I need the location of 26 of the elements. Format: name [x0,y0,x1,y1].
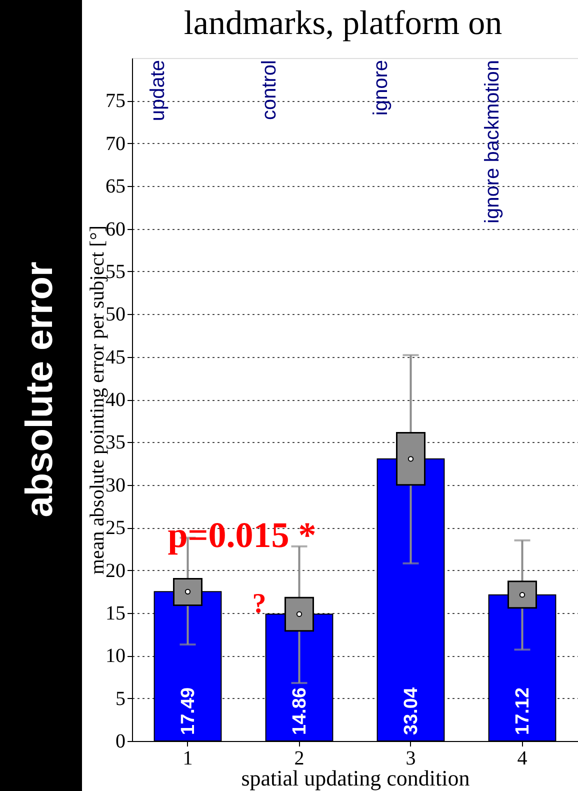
x-tick-label: 1 [182,748,193,770]
data-label: 17.12 [512,687,534,735]
y-tick-label: 25 [106,517,126,540]
data-label: 14.86 [289,687,310,735]
y-tick-label: 20 [106,560,126,582]
y-tick-label: 10 [106,645,126,668]
y-tick-label: 65 [106,176,126,198]
y-tick-label: 5 [116,688,126,710]
y-tick-label: 30 [106,474,126,496]
annotation: update [146,60,169,122]
y-tick-label: 15 [106,602,126,624]
y-tick-label: 75 [106,90,126,112]
y-tick-label: 50 [106,304,126,326]
data-label: 17.49 [178,687,199,735]
annotation: ignore backmotion [481,60,504,224]
y-tick-label: 0 [116,730,126,752]
text: absolute error [19,262,61,518]
chart-title: landmarks, platform on [184,5,502,42]
annotation: ? [252,588,266,620]
y-tick-label: 60 [106,218,126,240]
annotation: control [258,60,280,120]
annotation: p=0.015 * [168,515,316,556]
data-label: 33.04 [400,687,422,735]
annotation: ignore [370,60,392,116]
x-tick-label: 4 [517,748,528,770]
y-tick-label: 70 [106,132,126,155]
